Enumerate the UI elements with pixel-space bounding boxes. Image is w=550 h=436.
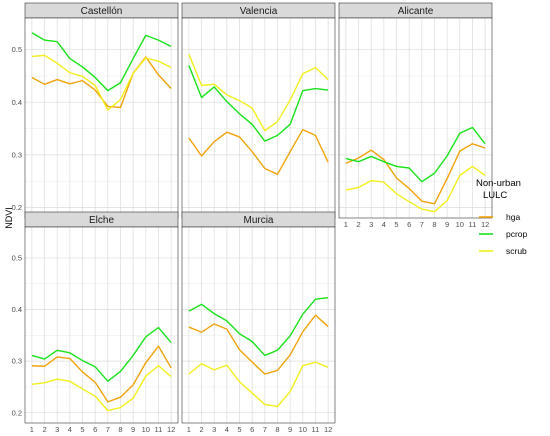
x-tick-label: 5 (394, 220, 398, 229)
x-tick-label: 12 (324, 425, 332, 434)
x-tick-label: 10 (299, 425, 307, 434)
x-tick-label: 8 (432, 220, 436, 229)
x-tick-label: 1 (30, 425, 34, 434)
legend-items: hga pcrop scrub (479, 212, 528, 256)
panel-area-castellon (25, 18, 178, 218)
y-tick-label: 0.5 (12, 254, 22, 263)
series-line-elche-hga (31, 345, 172, 403)
legend-title-line-2: LULC (483, 190, 507, 201)
x-tick-label: 1 (187, 425, 191, 434)
x-tick-label: 3 (55, 425, 59, 434)
x-tick-label: 6 (93, 425, 97, 434)
panel-title-elche: Elche (89, 215, 114, 226)
x-tick-label: 7 (420, 220, 424, 229)
panel-title-murcia: Murcia (243, 215, 273, 226)
facet-panels: Castellón0.20.30.40.5123456789101112Vale… (12, 2, 493, 434)
series-line-murcia-pcrop (188, 296, 329, 357)
y-axis-title: NDVI (4, 207, 14, 229)
x-tick-label: 9 (131, 425, 135, 434)
y-tick-label: 0.5 (12, 45, 22, 54)
panel-title-valencia: Valencia (240, 6, 278, 17)
legend-label-pcrop: pcrop (506, 229, 528, 239)
x-tick-label: 8 (275, 425, 279, 434)
x-tick-label: 9 (288, 425, 292, 434)
x-tick-label: 11 (469, 220, 477, 229)
x-tick-label: 2 (356, 220, 360, 229)
y-tick-label: 0.2 (12, 408, 22, 417)
x-tick-label: 6 (250, 425, 254, 434)
series-line-alicante-hga (345, 143, 486, 205)
x-tick-label: 11 (312, 425, 320, 434)
y-tick-label: 0.3 (12, 357, 22, 366)
legend-label-hga: hga (506, 212, 520, 222)
series-line-alicante-pcrop (345, 126, 486, 183)
series-line-elche-pcrop (31, 326, 172, 382)
x-tick-label: 7 (263, 425, 267, 434)
series-line-valencia-scrub (188, 54, 329, 132)
x-tick-label: 8 (118, 425, 122, 434)
legend-label-scrub: scrub (506, 246, 527, 256)
series-line-valencia-hga (188, 128, 329, 176)
x-tick-label: 4 (68, 425, 72, 434)
legend-title-line-1: Non-urban (476, 178, 521, 189)
panel-title-alicante: Alicante (398, 6, 434, 17)
series-line-castellon-scrub (31, 54, 172, 111)
x-tick-label: 7 (106, 425, 110, 434)
x-tick-label: 2 (42, 425, 46, 434)
y-tick-label: 0.4 (12, 98, 22, 107)
panel-border-alicante (338, 17, 493, 219)
legend-item-pcrop: pcrop (479, 229, 528, 239)
y-tick-label: 0.3 (12, 150, 22, 159)
x-tick-label: 5 (80, 425, 84, 434)
x-tick-label: 10 (142, 425, 150, 434)
legend: Non-urban LULC hga pcrop scrub (476, 178, 528, 256)
y-tick-label: 0.2 (12, 203, 22, 212)
x-tick-label: 1 (344, 220, 348, 229)
legend-item-scrub: scrub (479, 246, 527, 256)
panel-valencia: Valencia123456789101112 (181, 2, 336, 229)
panel-area-elche (25, 227, 178, 423)
x-tick-label: 11 (155, 425, 163, 434)
x-tick-label: 5 (237, 425, 241, 434)
x-tick-label: 2 (199, 425, 203, 434)
x-tick-label: 12 (167, 425, 175, 434)
series-line-alicante-scrub (345, 165, 486, 213)
series-line-castellon-pcrop (31, 32, 172, 92)
series-line-elche-scrub (31, 365, 172, 412)
x-tick-label: 3 (212, 425, 216, 434)
x-tick-label: 10 (456, 220, 464, 229)
series-line-murcia-scrub (188, 361, 329, 408)
panel-area-alicante (339, 18, 492, 218)
y-tick-label: 0.4 (12, 305, 22, 314)
series-line-valencia-pcrop (188, 65, 329, 142)
panel-border-murcia (181, 226, 336, 424)
legend-item-hga: hga (479, 212, 520, 222)
x-tick-label: 3 (369, 220, 373, 229)
x-tick-label: 4 (382, 220, 386, 229)
x-tick-label: 4 (225, 425, 229, 434)
x-tick-label: 9 (445, 220, 449, 229)
panel-title-castellon: Castellón (81, 6, 123, 17)
panel-border-elche (24, 226, 179, 424)
x-tick-label: 12 (481, 220, 489, 229)
x-tick-label: 6 (407, 220, 411, 229)
series-line-murcia-hga (188, 314, 329, 375)
panel-area-murcia (182, 227, 335, 423)
